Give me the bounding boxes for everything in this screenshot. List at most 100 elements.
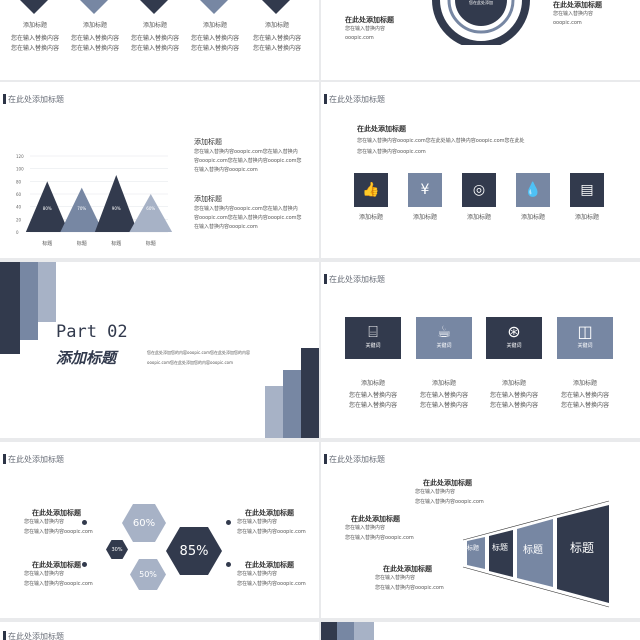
data-label: 90% xyxy=(112,206,121,211)
category-label: 标题 xyxy=(146,240,156,247)
block-desc: 您在输入替换内容ooopic.com xyxy=(237,581,306,587)
item-desc: 您在输入替换内容 xyxy=(70,45,119,52)
item-desc: 您在输入替换内容 xyxy=(252,35,301,42)
block2-line: 您在输入替换内容ooopic.com您在输入替换内 xyxy=(194,206,298,212)
item-label: 添加标题 xyxy=(202,22,227,29)
card: ◫ 关键词 xyxy=(557,317,613,359)
block-title: 在此处添加标题 xyxy=(32,509,81,517)
triangle-mark xyxy=(129,194,173,232)
item-desc: 您在输入替换内容 xyxy=(130,45,179,52)
y-tick-label: 80 xyxy=(16,179,22,184)
slide-header: 在此处添加标题 xyxy=(3,94,64,104)
triangle-mark xyxy=(25,181,69,232)
block-title: 在此处添加标题 xyxy=(423,479,472,487)
slide-line: 您在输入替换内容ooopic.com xyxy=(357,149,426,155)
block-title: 在此处添加标题 xyxy=(245,509,294,517)
item-label: 添加标题 xyxy=(264,22,289,29)
data-label: 70% xyxy=(77,206,86,211)
slide-header: 在此处添加标题 xyxy=(3,454,64,464)
block1-title: 添加标题 xyxy=(194,138,222,146)
card-desc: 您在输入替换内容 xyxy=(419,392,468,399)
cup-icon: ☕ xyxy=(436,322,452,341)
funnel-step: 标题 xyxy=(523,545,543,556)
section-subtitle: 添加标题 xyxy=(56,349,117,367)
block1-line: 容ooopic.com您在输入替换内容ooopic.com您 xyxy=(194,158,302,164)
deco-bar xyxy=(265,386,283,438)
slide-funnel: 在此处添加标题 标题 标题 标题 标题 在此处添加标题 您在输入替换内容 您在输… xyxy=(321,442,640,618)
block1-line: 您在输入替换内容ooopic.com您在输入替换内 xyxy=(194,149,298,155)
block-title: 在此处添加标题 xyxy=(351,515,400,523)
triangle-mark xyxy=(94,175,138,232)
item-desc: 您在输入替换内容 xyxy=(10,45,59,52)
photos-icon: ◫ xyxy=(577,322,593,341)
block-desc: 您在输入替换内容 xyxy=(237,571,278,577)
data-label: 80% xyxy=(43,206,52,211)
thumbs-up-icon: 👍 xyxy=(354,173,388,207)
hex-percent: 50% xyxy=(130,559,166,590)
card-label: 添加标题 xyxy=(431,380,456,387)
block-title: 在此处添加标题 xyxy=(245,561,294,569)
y-tick-label: 100 xyxy=(16,167,24,172)
right-desc: 您在输入替换内容 xyxy=(553,11,594,17)
slide-icons: 在此处添加标题 在此处添加标题 您在输入替换内容ooopic.com您在此处输入… xyxy=(321,82,640,258)
yen-icon: ¥ xyxy=(408,173,442,207)
icon-label: 添加标题 xyxy=(520,214,545,221)
slide-title: 在此处添加标题 xyxy=(357,125,406,133)
data-label: 60% xyxy=(146,206,155,211)
block-desc: 您在输入替换内容 xyxy=(24,519,65,525)
y-tick-label: 60 xyxy=(16,192,22,197)
slide-header: 在此处添加标题 xyxy=(3,631,64,640)
bullet-dot xyxy=(226,520,231,525)
y-tick-label: 20 xyxy=(16,217,22,222)
slide-partial-bars xyxy=(321,622,640,640)
funnel-step: 标题 xyxy=(570,541,595,555)
item-desc: 您在输入替换内容 xyxy=(252,45,301,52)
card-label: 添加标题 xyxy=(501,380,526,387)
icon-label: 添加标题 xyxy=(574,214,599,221)
item-label: 添加标题 xyxy=(142,22,167,29)
slide-header: 在此处添加标题 xyxy=(324,274,385,284)
card: ⊛ 关键词 xyxy=(486,317,542,359)
card: ☕ 关键词 xyxy=(416,317,472,359)
card-desc: 您在输入替换内容 xyxy=(419,402,468,409)
deco-bar xyxy=(20,262,38,340)
item-desc: 您在输入替换内容 xyxy=(10,35,59,42)
tray-icon: ⌸ xyxy=(368,322,378,341)
target-icon: ◎ xyxy=(462,173,496,207)
y-tick-label: 40 xyxy=(16,205,22,210)
block-desc: 您在输入替换内容ooopic.com xyxy=(375,585,444,591)
bullet-dot xyxy=(82,520,87,525)
card-desc: 您在输入替换内容 xyxy=(560,392,609,399)
hex-percent: 60% xyxy=(122,504,166,542)
block-desc: 您在输入替换内容ooopic.com xyxy=(24,581,93,587)
left-desc: ooopic.com xyxy=(345,35,374,41)
card-label: 添加标题 xyxy=(360,380,385,387)
deco-bar xyxy=(38,262,56,322)
block-desc: 您在输入替换内容 xyxy=(237,519,278,525)
ring-graphic xyxy=(432,0,530,45)
block-title: 在此处添加标题 xyxy=(32,561,81,569)
hex-percent: 30% xyxy=(106,540,128,559)
item-desc: 您在输入替换内容 xyxy=(70,35,119,42)
block-desc: 您在输入替换内容 xyxy=(24,571,65,577)
hex-percent: 85% xyxy=(166,527,222,575)
category-label: 标题 xyxy=(111,240,121,247)
funnel-shapes xyxy=(462,500,610,608)
block-desc: 您在输入替换内容ooopic.com xyxy=(345,535,414,541)
block-desc: 您在输入替换内容ooopic.com xyxy=(24,529,93,535)
ring-text: 您在此处添加 xyxy=(469,0,493,5)
card: ⌸ 关键词 xyxy=(345,317,401,359)
right-desc: ooopic.com xyxy=(553,20,582,26)
slide-hexagon-items: 添加标题 您在输入替换内容 您在输入替换内容 添加标题 您在输入替换内容 您在输… xyxy=(0,0,319,80)
slide-section-part: Part 02 添加标题 您在此处添加您的内容ooopic.com您在此处添加您… xyxy=(0,262,319,438)
part-number: Part 02 xyxy=(56,322,128,342)
deco-bar xyxy=(321,622,337,640)
item-label: 添加标题 xyxy=(82,22,107,29)
block-desc: 您在输入替换内容 xyxy=(415,489,456,495)
icon-label: 添加标题 xyxy=(412,214,437,221)
slide-header: 在此处添加标题 xyxy=(324,454,385,464)
card-desc: 您在输入替换内容 xyxy=(489,402,538,409)
icon-label: 添加标题 xyxy=(358,214,383,221)
funnel-step: 标题 xyxy=(467,545,480,552)
deco-bar xyxy=(0,262,20,354)
